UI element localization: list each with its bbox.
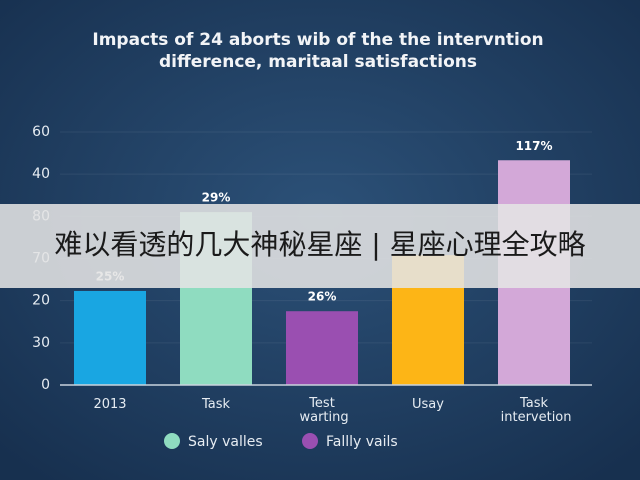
chart-title: Impacts of 24 aborts wib of the the inte… <box>92 30 543 50</box>
chart-title: difference, maritaal satisfactions <box>159 52 477 72</box>
overlay: 难以看透的几大神秘星座 | 星座心理全攻略 <box>0 204 640 288</box>
legend-swatch <box>302 433 318 449</box>
y-tick-label: 40 <box>32 166 50 182</box>
legend-swatch <box>164 433 180 449</box>
y-tick-label: 30 <box>32 335 50 351</box>
x-tick-label: Test warting <box>295 396 348 425</box>
x-tick-label: Usay <box>412 397 444 412</box>
bar-annotation: 26% <box>308 290 337 304</box>
y-tick-label: 20 <box>32 293 50 309</box>
y-tick-label: 60 <box>32 124 50 140</box>
x-tick-label: Task intervetion <box>496 396 571 425</box>
bar-annotation: 29% <box>202 191 231 205</box>
bar <box>286 311 358 385</box>
legend-label: Fallly vails <box>326 434 398 450</box>
x-tick-label: Task <box>201 397 231 412</box>
banner-band <box>0 204 640 288</box>
banner-text: 难以看透的几大神秘星座 | 星座心理全攻略 <box>54 228 585 261</box>
bar <box>74 290 146 385</box>
legend-label: Saly valles <box>188 434 263 450</box>
x-tick-label: 2013 <box>93 397 126 412</box>
bar-annotation: 117% <box>515 139 552 153</box>
y-tick-label: 0 <box>41 377 50 393</box>
